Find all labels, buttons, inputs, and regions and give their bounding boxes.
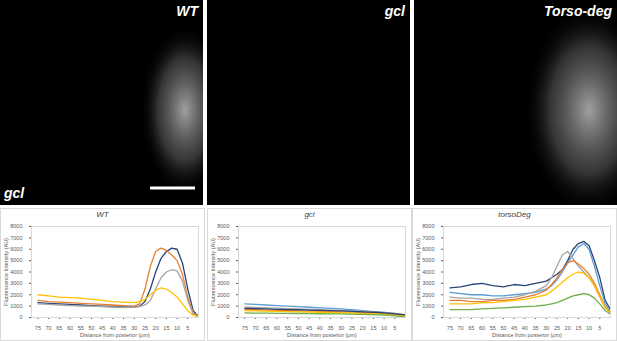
svg-text:gcl: gcl xyxy=(3,185,25,201)
svg-text:0: 0 xyxy=(431,314,434,320)
svg-text:0: 0 xyxy=(226,314,229,320)
html-text:WT: WT xyxy=(96,210,109,219)
svg-text:8000: 8000 xyxy=(10,223,22,229)
svg-text:40: 40 xyxy=(110,325,116,331)
svg-text:4000: 4000 xyxy=(217,269,229,275)
svg-text:2000: 2000 xyxy=(422,292,434,298)
svg-text:8000: 8000 xyxy=(422,223,434,229)
svg-text:10: 10 xyxy=(586,325,592,331)
svg-text:15: 15 xyxy=(370,325,376,331)
svg-text:75: 75 xyxy=(242,325,248,331)
svg-text:25: 25 xyxy=(554,325,560,331)
svg-text:70: 70 xyxy=(253,325,259,331)
svg-text:35: 35 xyxy=(328,325,334,331)
svg-text:50: 50 xyxy=(295,325,301,331)
svg-text:40: 40 xyxy=(522,325,528,331)
svg-text:1000: 1000 xyxy=(422,303,434,309)
svg-text:Distance from posterior (μm): Distance from posterior (μm) xyxy=(492,332,562,338)
svg-text:55: 55 xyxy=(490,325,496,331)
svg-text:Torso-deg: Torso-deg xyxy=(544,3,612,19)
html-text:torsoDeg: torsoDeg xyxy=(498,210,531,219)
svg-text:7000: 7000 xyxy=(422,235,434,241)
svg-text:60: 60 xyxy=(67,325,73,331)
svg-text:3000: 3000 xyxy=(422,280,434,286)
svg-text:0: 0 xyxy=(19,314,22,320)
svg-text:Fluorescence Intensity (AU): Fluorescence Intensity (AU) xyxy=(210,238,216,306)
html-text:gcl: gcl xyxy=(304,210,315,219)
svg-text:3000: 3000 xyxy=(217,280,229,286)
svg-text:50: 50 xyxy=(500,325,506,331)
svg-text:30: 30 xyxy=(543,325,549,331)
svg-text:Distance from posterior (μm): Distance from posterior (μm) xyxy=(287,332,357,338)
svg-text:70: 70 xyxy=(458,325,464,331)
svg-text:5000: 5000 xyxy=(217,257,229,263)
svg-text:75: 75 xyxy=(447,325,453,331)
svg-text:10: 10 xyxy=(381,325,387,331)
svg-text:30: 30 xyxy=(131,325,137,331)
svg-text:45: 45 xyxy=(306,325,312,331)
svg-text:5: 5 xyxy=(393,325,396,331)
svg-text:35: 35 xyxy=(121,325,127,331)
svg-text:45: 45 xyxy=(99,325,105,331)
svg-text:Fluorescence Intensity (AU): Fluorescence Intensity (AU) xyxy=(3,238,9,306)
svg-text:WT: WT xyxy=(176,3,199,19)
svg-text:60: 60 xyxy=(479,325,485,331)
svg-text:70: 70 xyxy=(46,325,52,331)
svg-text:5000: 5000 xyxy=(10,257,22,263)
svg-text:15: 15 xyxy=(163,325,169,331)
svg-text:6000: 6000 xyxy=(217,246,229,252)
svg-text:55: 55 xyxy=(78,325,84,331)
svg-text:2000: 2000 xyxy=(10,292,22,298)
svg-text:4000: 4000 xyxy=(10,269,22,275)
svg-text:7000: 7000 xyxy=(217,235,229,241)
svg-text:20: 20 xyxy=(360,325,366,331)
svg-text:65: 65 xyxy=(56,325,62,331)
svg-text:Distance from posterior (μm): Distance from posterior (μm) xyxy=(80,332,150,338)
svg-text:6000: 6000 xyxy=(422,246,434,252)
svg-text:2000: 2000 xyxy=(217,292,229,298)
svg-text:30: 30 xyxy=(338,325,344,331)
svg-text:gcl: gcl xyxy=(384,3,406,19)
svg-text:40: 40 xyxy=(317,325,323,331)
svg-text:35: 35 xyxy=(533,325,539,331)
svg-text:60: 60 xyxy=(274,325,280,331)
svg-text:65: 65 xyxy=(263,325,269,331)
svg-text:55: 55 xyxy=(285,325,291,331)
svg-text:7000: 7000 xyxy=(10,235,22,241)
svg-text:50: 50 xyxy=(88,325,94,331)
svg-text:3000: 3000 xyxy=(10,280,22,286)
svg-text:1000: 1000 xyxy=(217,303,229,309)
svg-text:45: 45 xyxy=(511,325,517,331)
svg-text:6000: 6000 xyxy=(10,246,22,252)
svg-text:25: 25 xyxy=(349,325,355,331)
svg-text:1000: 1000 xyxy=(10,303,22,309)
svg-text:5000: 5000 xyxy=(422,257,434,263)
svg-text:25: 25 xyxy=(142,325,148,331)
svg-text:15: 15 xyxy=(575,325,581,331)
svg-text:20: 20 xyxy=(565,325,571,331)
svg-text:10: 10 xyxy=(174,325,180,331)
svg-text:5: 5 xyxy=(186,325,189,331)
svg-text:75: 75 xyxy=(35,325,41,331)
svg-text:5: 5 xyxy=(598,325,601,331)
svg-text:Fluorescence Intensity (AU): Fluorescence Intensity (AU) xyxy=(415,238,421,306)
svg-text:65: 65 xyxy=(468,325,474,331)
svg-text:4000: 4000 xyxy=(422,269,434,275)
svg-text:8000: 8000 xyxy=(217,223,229,229)
svg-text:20: 20 xyxy=(153,325,159,331)
